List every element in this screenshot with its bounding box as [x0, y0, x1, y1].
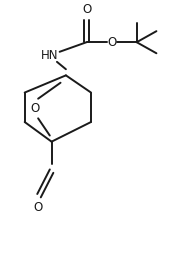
Text: HN: HN — [41, 49, 59, 62]
Text: O: O — [30, 102, 39, 115]
Text: O: O — [33, 201, 43, 214]
Text: O: O — [82, 3, 91, 16]
Text: O: O — [107, 36, 116, 49]
